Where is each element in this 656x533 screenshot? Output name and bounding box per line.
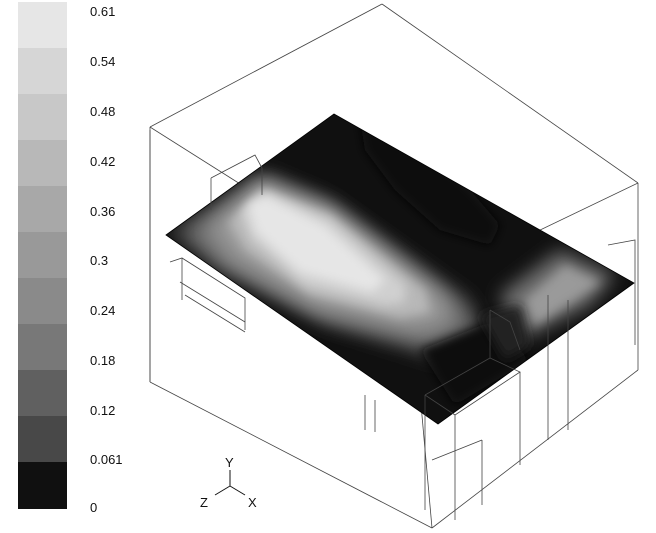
legend-tick-label: 0.54 (90, 54, 116, 69)
legend-swatch (18, 370, 67, 417)
legend-tick-label: 0.061 (90, 452, 123, 467)
legend-tick-label: 0.61 (90, 4, 116, 19)
legend-swatch (18, 462, 67, 509)
legend-swatch (18, 416, 67, 463)
legend-tick-label: 0 (90, 500, 98, 515)
room-objects-wireframe (169, 154, 636, 520)
legend-tick-label: 0.12 (90, 403, 116, 418)
legend-swatch (18, 48, 67, 95)
axis-triad (214, 470, 246, 496)
legend-swatch (18, 2, 67, 49)
x-axis-label: X (248, 495, 257, 510)
y-axis-label: Y (225, 455, 234, 470)
legend-tick-label: 0.48 (90, 104, 116, 119)
legend-tick-label: 0.3 (90, 253, 109, 268)
legend-swatch (18, 140, 67, 187)
legend-swatch (18, 94, 67, 141)
color-legend (18, 2, 67, 509)
legend-swatch (18, 232, 67, 279)
legend-swatch (18, 278, 67, 325)
contour-plane (165, 113, 635, 425)
legend-swatch (18, 324, 67, 371)
legend-tick-label: 0.42 (90, 154, 116, 169)
room-wireframe-front (149, 130, 639, 529)
z-axis-label: Z (200, 495, 208, 510)
legend-tick-label: 0.24 (90, 303, 116, 318)
legend-swatch (18, 186, 67, 233)
legend-tick-label: 0.18 (90, 353, 116, 368)
legend-tick-label: 0.36 (90, 204, 116, 219)
